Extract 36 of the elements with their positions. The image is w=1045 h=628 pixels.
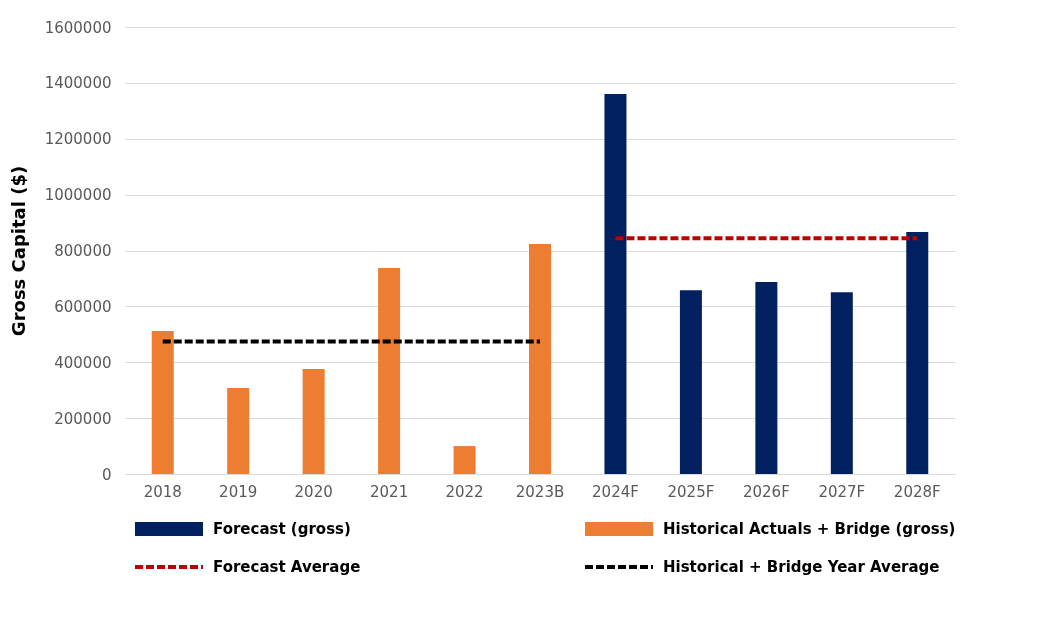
y-axis-title: Gross Capital ($) <box>7 165 29 337</box>
legend-label: Historical Actuals + Bridge (gross) <box>663 520 956 538</box>
bar <box>755 282 778 474</box>
bar <box>302 368 325 474</box>
y-tick-label: 600000 <box>54 297 112 316</box>
bar <box>604 94 627 474</box>
y-tick-label: 1400000 <box>44 74 112 93</box>
x-tick-label: 2026F <box>742 482 790 501</box>
y-tick-label: 1200000 <box>44 130 112 149</box>
bar <box>906 232 929 474</box>
x-tick-label: 2025F <box>667 482 715 501</box>
legend-label: Forecast Average <box>213 558 361 576</box>
bar <box>529 244 551 474</box>
y-tick-label: 1600000 <box>44 18 112 37</box>
bar <box>378 268 401 474</box>
bar <box>679 290 702 474</box>
y-tick-label: 200000 <box>54 409 112 428</box>
x-tick-label: 2027F <box>818 482 866 501</box>
legend-label: Historical + Bridge Year Average <box>663 558 940 576</box>
bar <box>830 292 853 474</box>
bar <box>151 330 174 474</box>
bar <box>227 387 250 474</box>
x-tick-label: 2022 <box>445 482 484 501</box>
x-tick-label: 2018 <box>143 482 182 501</box>
y-tick-label: 400000 <box>54 353 112 372</box>
bar <box>453 446 476 474</box>
y-tick-label: 1000000 <box>44 186 112 205</box>
x-tick-label: 2023B <box>515 482 565 501</box>
y-tick-label: 0 <box>101 465 112 484</box>
x-tick-label: 2021 <box>370 482 409 501</box>
x-tick-label: 2019 <box>219 482 258 501</box>
x-tick-label: 2024F <box>592 482 639 501</box>
x-tick-label: 2020 <box>294 482 333 501</box>
y-tick-label: 800000 <box>54 242 112 260</box>
x-tick-label: 2028F <box>893 482 941 501</box>
legend-label: Forecast (gross) <box>213 520 351 538</box>
